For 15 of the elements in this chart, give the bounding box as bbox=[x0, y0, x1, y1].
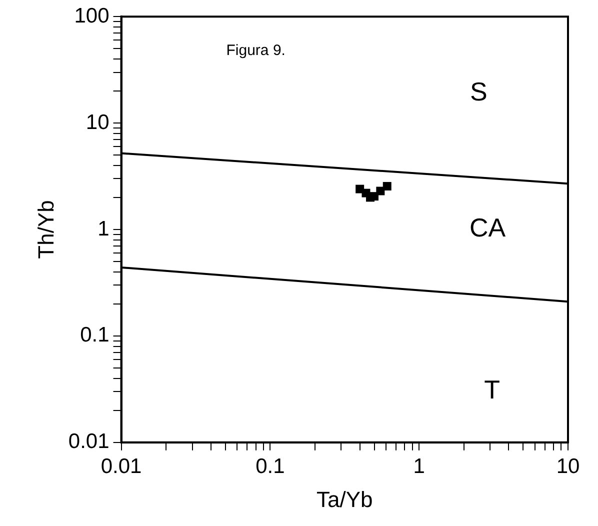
x-tick-label: 10 bbox=[556, 454, 580, 478]
y-tick-label: 1 bbox=[98, 217, 110, 240]
y-tick-label: 0.1 bbox=[80, 324, 110, 347]
y-axis-title: Th/Yb bbox=[33, 200, 58, 259]
annotation: T bbox=[484, 374, 500, 404]
x-tick-label: 1 bbox=[413, 454, 425, 478]
x-tick-label: 0.1 bbox=[256, 454, 285, 478]
x-axis-title: Ta/Yb bbox=[316, 486, 373, 512]
x-tick-label: 0.01 bbox=[100, 454, 142, 478]
y-tick-label: 10 bbox=[86, 110, 110, 134]
annotation: CA bbox=[470, 212, 506, 243]
y-tick-label: 100 bbox=[74, 4, 110, 28]
annotation: Figura 9. bbox=[226, 42, 286, 59]
y-tick-label: 0.01 bbox=[68, 430, 110, 454]
annotation: S bbox=[470, 76, 488, 106]
